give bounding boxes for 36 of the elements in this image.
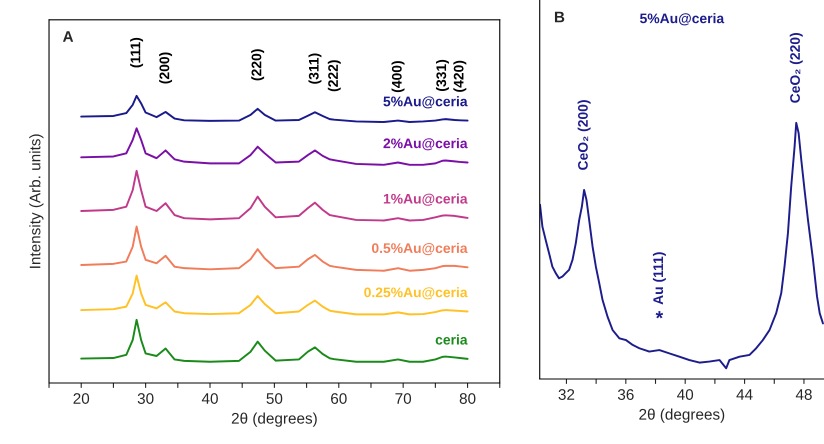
x-tick-label: 36 bbox=[618, 389, 634, 400]
x-tick-label: 60 bbox=[331, 393, 347, 404]
x-axis-title: 2θ (degrees) bbox=[639, 408, 724, 423]
chart-title: B bbox=[554, 12, 564, 22]
series-label: 5%Au@ceria bbox=[383, 96, 468, 108]
annotation: (111) bbox=[130, 38, 144, 68]
x-tick-label: 32 bbox=[558, 389, 574, 400]
annotation: (222) bbox=[328, 60, 341, 92]
annotation: (311) bbox=[308, 54, 322, 84]
series-label: 0.5%Au@ceria bbox=[372, 242, 468, 256]
text: 5%Au@ceria bbox=[640, 13, 724, 26]
chart-title: A bbox=[62, 31, 74, 42]
annotation: * bbox=[656, 311, 664, 318]
x-tick-label: 48 bbox=[796, 389, 812, 400]
x-axis-title: 2θ (degrees) bbox=[232, 412, 317, 427]
series-label: ceria bbox=[436, 334, 468, 345]
x-tick-label: 44 bbox=[736, 389, 753, 400]
x-tick-label: 20 bbox=[73, 393, 90, 404]
x-tick-label: 70 bbox=[395, 393, 412, 404]
x-tick-label: 50 bbox=[266, 393, 282, 404]
x-tick-label: 40 bbox=[677, 389, 694, 400]
x-tick-label: 30 bbox=[138, 393, 154, 404]
annotation: (400) bbox=[392, 61, 404, 92]
annotation: (331) bbox=[436, 60, 449, 91]
annotation: (220) bbox=[251, 49, 264, 80]
annotation: (200) bbox=[159, 52, 172, 84]
annotation: Au (111) bbox=[652, 252, 666, 305]
series-label: 1%Au@ceria bbox=[384, 193, 468, 206]
series-label: 2%Au@ceria bbox=[383, 138, 468, 150]
series-label: 0.25%Au@ceria bbox=[364, 287, 468, 300]
annotation: (420) bbox=[453, 60, 466, 92]
y-axis-title: Intensity (Arb. units) bbox=[29, 134, 44, 268]
annotation: CeO₂ (200) bbox=[578, 100, 591, 170]
annotation: CeO₂ (220) bbox=[790, 33, 803, 103]
x-tick-label: 80 bbox=[460, 393, 476, 404]
x-tick-label: 40 bbox=[202, 393, 218, 404]
